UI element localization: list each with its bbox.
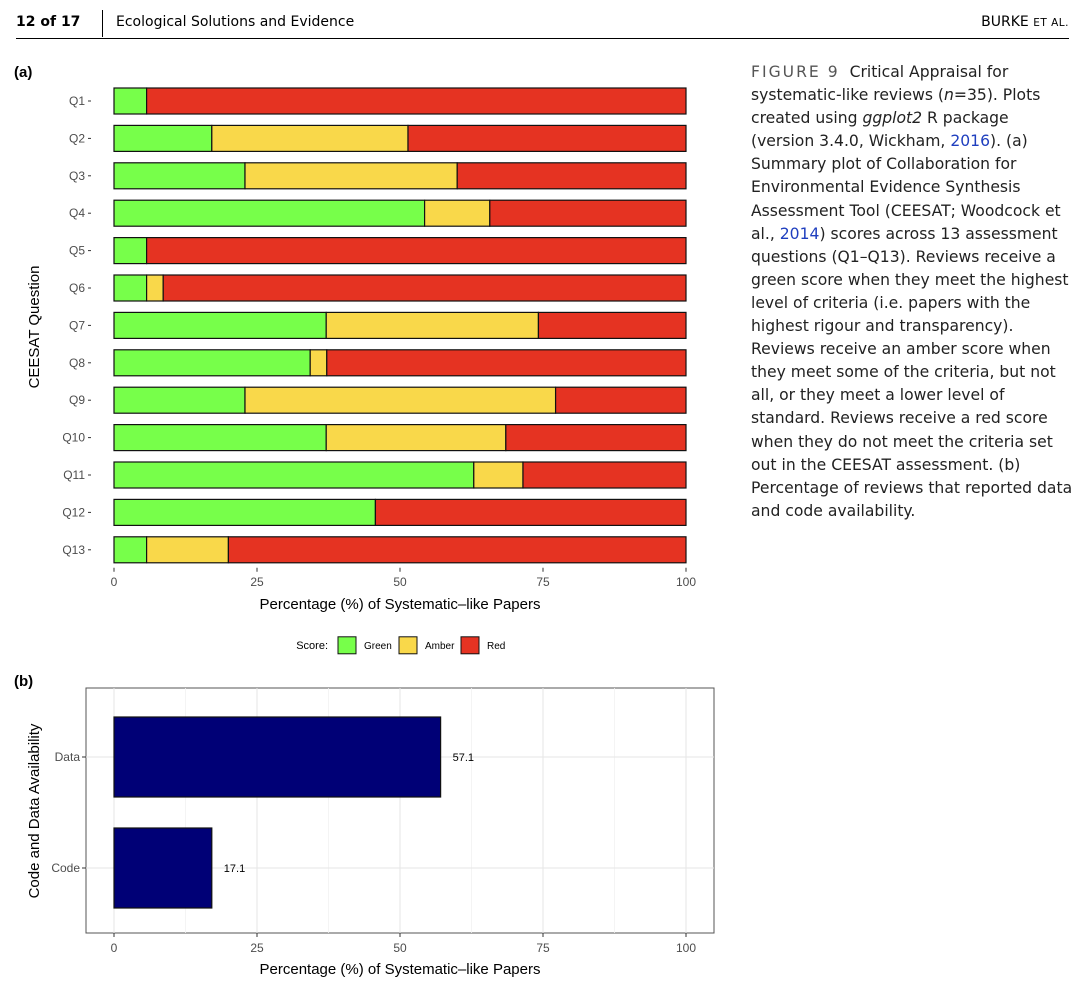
bar-code [113,827,213,909]
x-tick-label: 75 [536,941,550,955]
bar-red-q9 [554,386,687,414]
citation-link-2014[interactable]: 2014 [779,224,820,243]
bar-red-q1 [146,87,687,115]
y-tick-label: Q11 [63,468,85,482]
panel-a-label: (a) [14,64,33,81]
legend-swatch-green [337,636,357,655]
header-divider [102,10,103,37]
page-number: 12 of 17 [16,14,81,30]
legend-label-green: Green [364,641,392,652]
author-name: BURKE [981,14,1029,30]
bar-amber-q8 [309,349,328,377]
bar-red-q6 [162,274,687,302]
y-tick-label: Q12 [62,505,85,519]
bar-green-q1 [113,87,148,115]
bar-green-q3 [113,162,246,190]
legend-swatch-amber [398,636,418,655]
x-tick-label: 25 [250,941,264,955]
y-tick-label: Q2 [69,131,85,145]
bar-amber-q4 [423,199,491,227]
y-tick-label: Code [51,861,80,875]
bar-amber-q2 [211,124,409,153]
bar-red-q3 [456,162,687,190]
bar-green-q10 [113,424,327,452]
caption-n: n [944,86,954,105]
legend-label-amber: Amber [425,641,455,652]
bar-amber-q3 [244,162,458,190]
figure-label: FIGURE 9 [751,63,840,81]
caption-part2: =35). Plots created using [751,86,1041,128]
caption-part3: R package (version 3.4.0, Wickham, [751,109,1009,151]
y-tick-label: Q6 [69,281,85,295]
bar-amber-q10 [325,424,507,452]
caption-part4: ). (a) Summary plot of Collaboration for… [751,132,1061,243]
caption-part5: ) scores across 13 assessment questions … [751,224,1073,520]
caption-part1: Critical Appraisal for systematic-like r… [751,63,1009,105]
bar-amber-q9 [244,386,557,414]
x-tick-label: 0 [111,941,118,955]
bar-green-q9 [113,386,246,414]
journal-title: Ecological Solutions and Evidence [116,14,355,30]
panel-b-label: (b) [14,673,34,690]
page-header: 12 of 17 Ecological Solutions and Eviden… [16,10,1069,39]
y-axis-title: CEESAT Question [26,266,43,389]
x-tick-label: 50 [393,575,407,589]
bar-red-q7 [537,311,687,339]
bar-green-q12 [113,498,377,526]
x-tick-label: 25 [250,575,264,589]
chart-b-availability: 57.1 Data 17.1 Code 0 25 50 75 100 Percentage (%)… [26,687,715,978]
bar-red-q5 [146,237,687,265]
data-label-code: 17.1 [224,863,245,875]
author-etal: ET AL. [1033,17,1069,29]
x-tick-label: 75 [536,575,550,589]
bar-red-q8 [326,349,687,377]
bar-amber-q7 [325,311,540,339]
bar-green-q4 [113,199,426,227]
legend-swatch-red [460,636,480,655]
bar-green-q6 [113,274,148,302]
data-label-data: 57.1 [453,752,474,764]
y-tick-label: Q10 [62,431,85,445]
bar-green-q5 [113,237,148,265]
bar-red-q12 [374,498,687,526]
bar-green-q11 [113,461,475,489]
y-axis-title: Code and Data Availability [26,723,43,898]
figure-caption: FIGURE 9 Critical Appraisal for systemat… [751,61,1073,523]
y-tick-label: Q7 [69,318,85,332]
y-tick-label: Q3 [69,169,85,183]
legend-label-red: Red [487,641,505,652]
bar-amber-q6 [146,274,164,302]
caption-package: ggplot2 [862,109,923,128]
bar-green-q13 [113,536,148,564]
y-tick-label: Q4 [69,206,85,220]
y-tick-label: Q13 [62,543,85,557]
bar-amber-q13 [146,536,230,564]
bar-amber-q11 [473,461,524,489]
x-tick-label: 100 [676,575,696,589]
x-axis-title: Percentage (%) of Systematic–like Papers [260,596,541,613]
bar-red-q13 [227,536,687,564]
y-tick-label: Data [55,750,81,764]
x-tick-label: 0 [111,575,118,589]
x-tick-label: 100 [676,941,696,955]
y-tick-label: Q5 [69,244,85,258]
y-tick-label: Q8 [69,356,85,370]
bar-green-q7 [113,311,327,339]
bar-red-q4 [489,199,687,227]
bar-red-q2 [407,124,687,153]
x-axis-title: Percentage (%) of Systematic–like Papers [260,961,541,978]
bar-green-q8 [113,349,311,377]
y-tick-label: Q1 [69,94,85,108]
bar-red-q11 [522,461,687,489]
legend-title: Score: [296,640,328,652]
y-tick-label: Q9 [69,393,85,407]
citation-link-2016[interactable]: 2016 [950,132,990,151]
bar-data [113,716,442,798]
bar-green-q2 [113,124,213,153]
running-author: BURKE ET AL. [981,14,1069,30]
chart-a-ceesat: Q1 Q2 Q3 Q4 Q5 Q6 Q7 Q8 Q9 Q10 Q11 Q12 Q13 0 25 50 75 100… [26,87,696,655]
x-tick-label: 50 [393,941,407,955]
bar-red-q10 [505,424,687,452]
